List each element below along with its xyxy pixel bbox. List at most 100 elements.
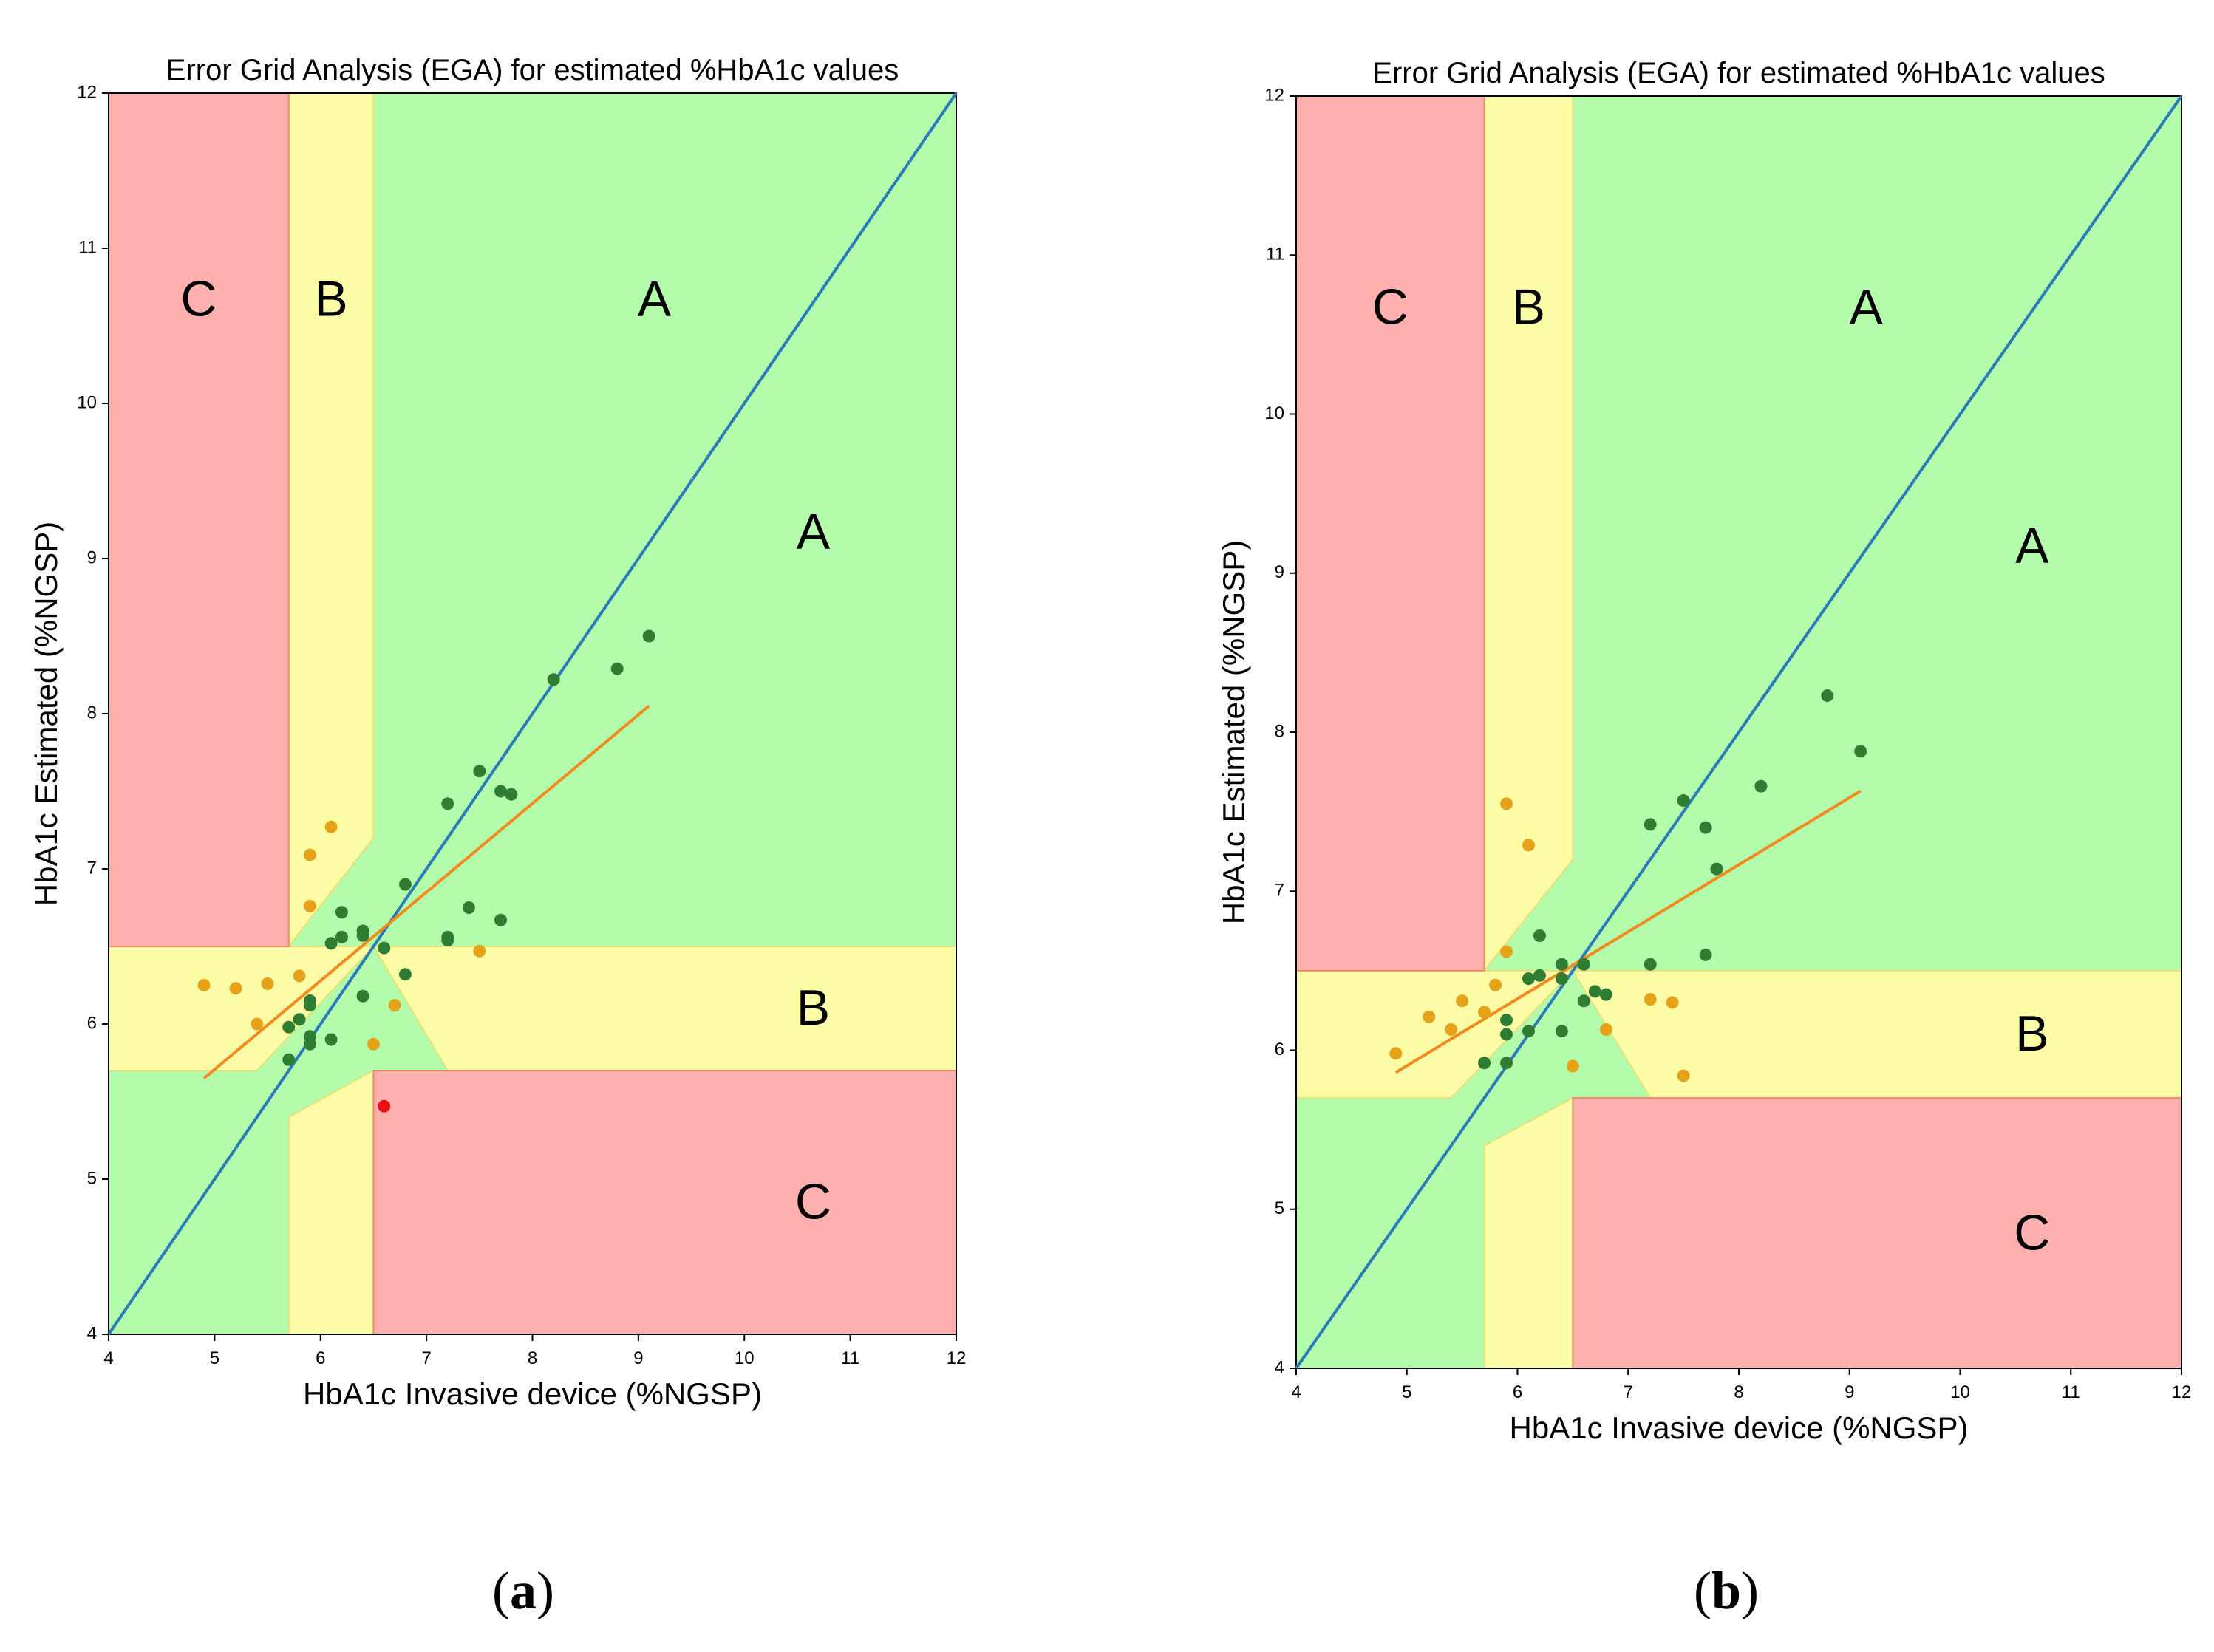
data-point-zone-b	[473, 944, 486, 958]
y-tick-label: 12	[77, 82, 97, 102]
caption-a: (a)	[492, 1561, 554, 1620]
zone-label-c: C	[2014, 1204, 2050, 1260]
zone-label-c: C	[795, 1174, 831, 1230]
zone-label-b: B	[797, 980, 830, 1036]
data-point-zone-a	[1478, 1057, 1491, 1070]
x-tick-label: 5	[1402, 1382, 1411, 1402]
zone-label-c: C	[180, 270, 217, 327]
zone-label-b: B	[2015, 1006, 2048, 1062]
zone-c-region-upper	[108, 92, 290, 947]
data-point-zone-a	[398, 878, 412, 891]
data-point-zone-a	[1555, 958, 1568, 971]
data-point-zone-a	[610, 662, 624, 675]
data-point-zone-b	[1666, 996, 1679, 1009]
regression-line	[1394, 789, 1862, 1074]
zone-c-region-lower	[1572, 1097, 2182, 1369]
data-point-zone-a	[547, 673, 560, 686]
data-point-zone-b	[1478, 1006, 1491, 1019]
data-point-zone-b	[367, 1037, 380, 1051]
data-point-zone-a	[1754, 779, 1768, 793]
y-tick-label: 6	[1275, 1040, 1284, 1059]
x-tick-label: 7	[421, 1348, 431, 1368]
data-point-zone-b	[229, 982, 242, 995]
data-point-zone-b	[1389, 1047, 1403, 1060]
data-point-zone-a	[1710, 862, 1723, 876]
data-point-zone-a	[441, 797, 454, 810]
y-tick-label: 7	[87, 858, 97, 878]
data-point-zone-a	[335, 930, 348, 943]
data-point-zone-a	[1644, 818, 1657, 831]
zone-label-c: C	[1372, 279, 1409, 335]
x-tick-label: 10	[735, 1348, 755, 1368]
zone-b-region-vertical-bottom	[1483, 1096, 1574, 1369]
data-point-zone-a	[324, 937, 338, 950]
x-tick-label: 5	[210, 1348, 219, 1368]
panel-a: C B A A B C 4 5 6 7 8 9 10 11 12 4 5 6 7 8 9 10 11 12 Error Grid…	[29, 54, 966, 1411]
x-tick-label: 7	[1624, 1382, 1633, 1402]
zone-label-a: A	[2015, 517, 2049, 573]
data-point-zone-a	[1677, 794, 1690, 808]
data-point-zone-a	[1599, 988, 1612, 1001]
x-axis-label: HbA1c Invasive device (%NGSP)	[303, 1376, 762, 1411]
data-point-zone-b	[1423, 1010, 1436, 1023]
data-point-zone-b	[1456, 994, 1469, 1008]
data-point-zone-b	[293, 969, 306, 983]
data-point-zone-b	[388, 999, 401, 1012]
zone-label-b: B	[1512, 279, 1545, 335]
data-point-zone-b	[1445, 1023, 1458, 1037]
panel-b: C B A A B C 4 5 6 7 8 9 10 11 12 4 5 6 7 8 9 10 11 12 Error Grid…	[1216, 57, 2191, 1445]
data-point-zone-a	[324, 1033, 338, 1046]
data-point-zone-a	[1533, 929, 1546, 943]
data-point-zone-b	[1500, 945, 1513, 958]
x-tick-label: 10	[1950, 1382, 1970, 1402]
data-point-zone-a	[303, 994, 316, 1007]
data-point-zone-b	[324, 820, 338, 833]
data-point-zone-a	[293, 1013, 306, 1026]
data-point-zone-a	[378, 941, 391, 955]
y-tick-label: 4	[87, 1323, 97, 1343]
identity-line	[1295, 95, 2183, 1370]
zone-label-a: A	[797, 503, 831, 559]
zone-label-a: A	[1850, 279, 1884, 335]
data-point-zone-a	[494, 913, 507, 926]
data-point-zone-b	[1599, 1023, 1612, 1037]
data-point-zone-a	[1699, 948, 1712, 961]
x-tick-label: 8	[1734, 1382, 1743, 1402]
x-tick-label: 4	[103, 1348, 113, 1368]
y-tick-label: 6	[87, 1013, 97, 1033]
data-point-zone-a	[1555, 972, 1568, 986]
y-tick-label: 9	[1275, 562, 1284, 582]
y-tick-label: 8	[1275, 721, 1284, 741]
data-point-zone-a	[1699, 821, 1712, 834]
x-tick-label: 8	[528, 1348, 537, 1368]
data-point-zone-b	[1500, 797, 1513, 810]
data-point-zone-a	[1854, 745, 1867, 758]
data-point-zone-a	[335, 906, 348, 919]
chart-title: Error Grid Analysis (EGA) for estimated …	[1372, 57, 2105, 89]
data-point-zone-a	[1821, 689, 1834, 702]
data-point-zone-a	[1500, 1014, 1513, 1027]
data-point-zone-a	[1522, 972, 1535, 986]
regression-line	[202, 704, 650, 1080]
identity-line	[107, 92, 958, 1336]
data-point-zone-b	[251, 1017, 264, 1031]
data-point-zone-a	[398, 968, 412, 981]
data-point-zone-a	[1533, 969, 1546, 982]
zone-c-region-upper	[1295, 95, 1485, 972]
data-point-zone-c	[378, 1099, 391, 1113]
data-point-zone-b	[1522, 839, 1535, 852]
data-point-zone-a	[1522, 1025, 1535, 1038]
y-tick-label: 5	[1275, 1198, 1284, 1218]
y-tick-label: 11	[78, 237, 97, 257]
y-tick-label: 12	[1264, 85, 1284, 105]
data-point-zone-a	[282, 1020, 296, 1034]
x-tick-label: 9	[1845, 1382, 1854, 1402]
x-axis-label: HbA1c Invasive device (%NGSP)	[1510, 1410, 1969, 1445]
y-tick-label: 5	[87, 1168, 97, 1188]
y-axis-label: HbA1c Estimated (%NGSP)	[29, 522, 64, 907]
x-tick-label: 12	[2172, 1382, 2192, 1402]
data-point-zone-b	[303, 848, 316, 861]
caption-b-label: b	[1711, 1561, 1742, 1620]
data-point-zone-b	[261, 977, 274, 990]
data-point-zone-b	[197, 979, 211, 991]
